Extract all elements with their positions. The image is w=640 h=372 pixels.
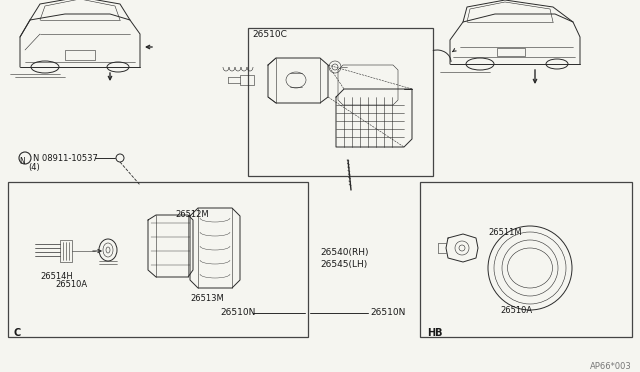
Bar (65, 50, 95, 60)
Text: 26510C: 26510C (252, 30, 287, 39)
Text: 26512M: 26512M (175, 210, 209, 219)
Text: 26510A: 26510A (500, 306, 532, 315)
Text: 26540(RH): 26540(RH) (320, 248, 369, 257)
Text: 26513M: 26513M (190, 294, 224, 303)
Bar (240, 75, 254, 85)
Text: 26510N: 26510N (220, 308, 255, 317)
Text: 26510N: 26510N (370, 308, 405, 317)
Text: 26514H: 26514H (40, 272, 73, 281)
Bar (248, 28, 433, 176)
Text: C: C (14, 328, 21, 338)
Text: 26510A: 26510A (55, 280, 87, 289)
Text: 26545(LH): 26545(LH) (320, 260, 367, 269)
Text: AP66*003: AP66*003 (590, 362, 632, 371)
Bar (497, 48, 525, 56)
Text: (4): (4) (28, 163, 40, 172)
Text: HB: HB (427, 328, 442, 338)
Text: 26511M: 26511M (488, 228, 522, 237)
Bar (60, 240, 72, 262)
Bar (420, 182, 632, 337)
Text: N 08911-10537: N 08911-10537 (33, 154, 98, 163)
Text: N: N (19, 157, 25, 166)
Bar (8, 182, 308, 337)
